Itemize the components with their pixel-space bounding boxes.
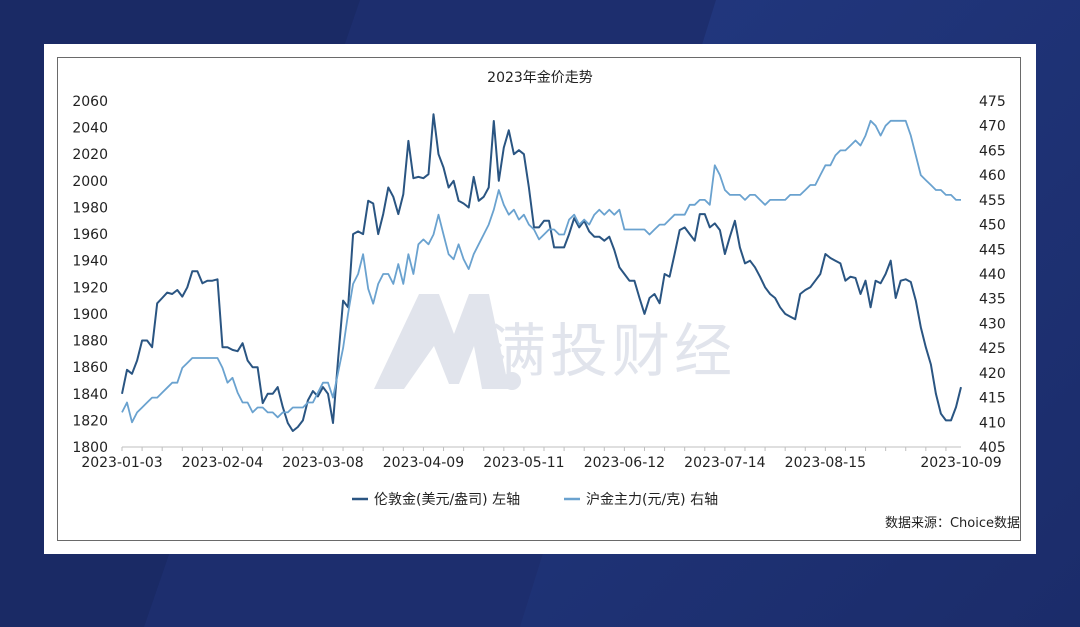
series-line-right bbox=[121, 119, 961, 424]
x-tick-label: 2023-07-14 bbox=[684, 455, 765, 471]
legend-label: 沪金主力(元/克) 右轴 bbox=[586, 492, 718, 508]
y-left-tick-label: 2020 bbox=[72, 147, 108, 163]
x-tick-label: 2023-03-08 bbox=[282, 455, 363, 471]
legend-label: 伦敦金(美元/盎司) 左轴 bbox=[374, 492, 520, 508]
y-right-tick-label: 420 bbox=[979, 366, 1006, 382]
y-left-tick-label: 1820 bbox=[72, 413, 108, 429]
y-right-tick-label: 410 bbox=[979, 415, 1006, 431]
gold-price-chart: 2023年金价走势 2023-01-03 2023-02-04 2023-03-08… bbox=[72, 70, 1020, 531]
y-left-tick-label: 1900 bbox=[72, 307, 108, 323]
y-left-tick-label: 1920 bbox=[72, 280, 108, 296]
y-left-tick-label: 1840 bbox=[72, 387, 108, 403]
chart-legend: 伦敦金(美元/盎司) 左轴 沪金主力(元/克) 右轴 bbox=[352, 492, 718, 508]
y-left-tick-label: 1880 bbox=[72, 334, 108, 350]
y-right-tick-label: 445 bbox=[979, 242, 1006, 258]
y-right-tick-label: 450 bbox=[979, 218, 1006, 234]
x-tick-label: 2023-08-15 bbox=[785, 455, 866, 471]
y-left-tick-label: 1960 bbox=[72, 227, 108, 243]
y-right-tick-label: 425 bbox=[979, 341, 1006, 357]
chart-card: 满投财经 2023年金价走势 2023-01-03 2023-02-04 2023-… bbox=[44, 44, 1036, 554]
y-right-tick-label: 470 bbox=[979, 119, 1006, 135]
x-tick-label: 2023-04-09 bbox=[383, 455, 464, 471]
y-left-tick-label: 1800 bbox=[72, 440, 108, 456]
y-right-tick-label: 475 bbox=[979, 94, 1006, 110]
series-line-left bbox=[121, 113, 962, 432]
x-tick-label: 2023-01-03 bbox=[81, 455, 162, 471]
y-right-tick-label: 455 bbox=[979, 193, 1006, 209]
y-left-tick-label: 1980 bbox=[72, 200, 108, 216]
y-left-tick-label: 1860 bbox=[72, 360, 108, 376]
y-left-tick-label: 2040 bbox=[72, 121, 108, 137]
y-right-tick-label: 435 bbox=[979, 292, 1006, 308]
x-tick-label: 2023-02-04 bbox=[182, 455, 263, 471]
y-right-tick-label: 440 bbox=[979, 267, 1006, 283]
x-tick-label: 2023-06-12 bbox=[584, 455, 665, 471]
x-tick-label: 2023-05-11 bbox=[483, 455, 564, 471]
y-right-tick-label: 405 bbox=[979, 440, 1006, 456]
chart-axes: 2023-01-03 2023-02-04 2023-03-08 2023-04-09… bbox=[72, 94, 1005, 471]
chart-series-layer bbox=[121, 113, 962, 432]
source-note: 数据来源：Choice数据 bbox=[885, 516, 1020, 531]
y-right-tick-label: 465 bbox=[979, 143, 1006, 159]
y-left-tick-label: 1940 bbox=[72, 254, 108, 270]
y-right-tick-label: 460 bbox=[979, 168, 1006, 184]
y-left-tick-label: 2000 bbox=[72, 174, 108, 190]
y-right-tick-label: 415 bbox=[979, 391, 1006, 407]
chart-title: 2023年金价走势 bbox=[487, 70, 593, 86]
y-right-tick-label: 430 bbox=[979, 316, 1006, 332]
chart-frame bbox=[57, 57, 1021, 541]
y-left-tick-label: 2060 bbox=[72, 94, 108, 110]
x-tick-label: 2023-10-09 bbox=[920, 455, 1001, 471]
